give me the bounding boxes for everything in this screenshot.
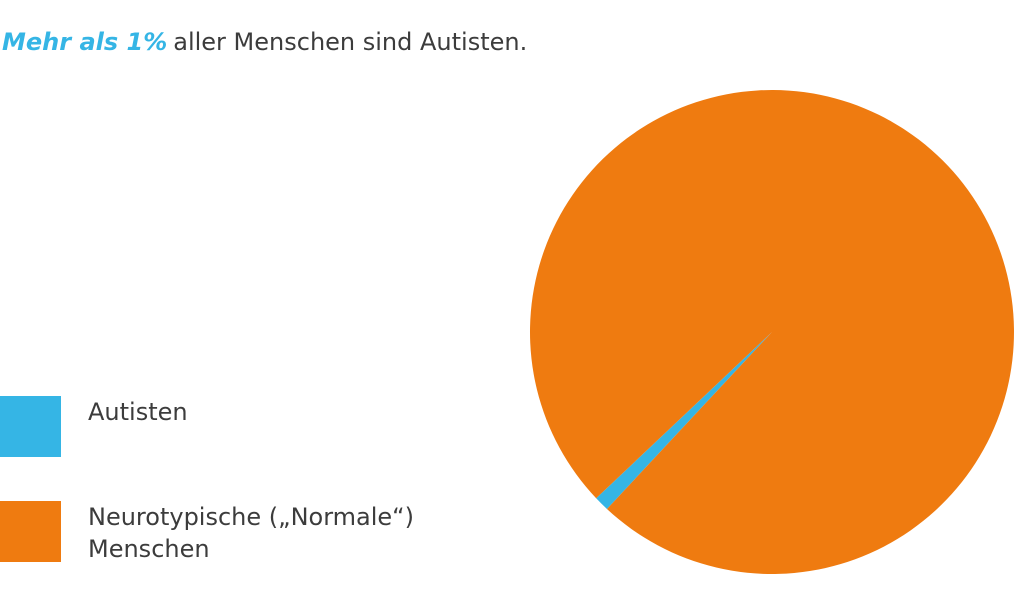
title-text: aller Menschen sind Autisten. (173, 28, 528, 56)
legend-swatch (0, 501, 61, 562)
chart-title: Mehr als 1% aller Menschen sind Autisten. (2, 28, 527, 56)
title-highlight: Mehr als 1% (2, 28, 168, 56)
legend-label: Autisten (88, 398, 188, 426)
pie-slice (596, 332, 772, 509)
legend-label: Neurotypische („Normale“) Menschen (88, 503, 414, 563)
pie-slice (529, 89, 1014, 574)
legend-swatch (0, 396, 61, 457)
